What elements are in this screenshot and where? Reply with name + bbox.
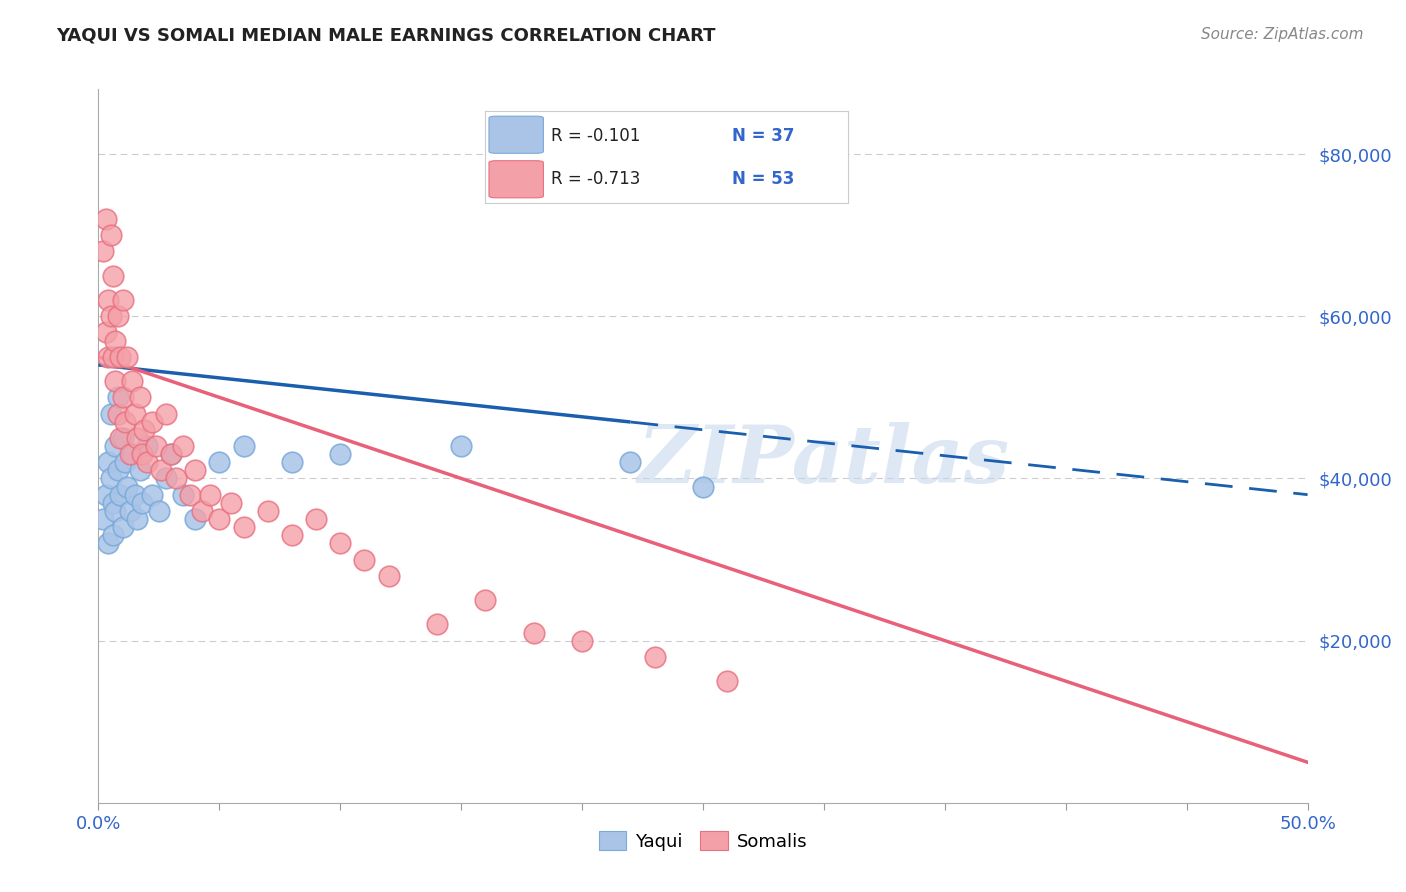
Point [160,447,183,461]
Point [117,350,139,364]
Point [121,447,143,461]
Point [111,390,134,404]
Point [104,439,127,453]
Point [523,625,546,640]
Point [232,439,254,453]
Point [191,504,214,518]
Point [172,439,194,453]
Point [101,528,124,542]
Point [377,568,399,582]
Point [135,439,157,453]
Point [128,463,150,477]
Point [97,293,120,307]
Point [353,552,375,566]
Point [100,407,122,421]
Point [91,512,114,526]
Point [100,228,122,243]
Point [131,496,153,510]
Point [329,447,352,461]
Point [91,244,114,259]
Point [117,479,139,493]
Point [198,488,221,502]
Text: YAQUI VS SOMALI MEDIAN MALE EARNINGS CORRELATION CHART: YAQUI VS SOMALI MEDIAN MALE EARNINGS COR… [56,27,716,45]
Point [221,496,243,510]
Point [108,431,131,445]
Point [450,439,472,453]
Point [571,633,593,648]
Point [179,488,201,502]
Point [104,334,127,348]
Point [155,471,177,485]
Text: ZIPatlas: ZIPatlas [638,422,1010,499]
Point [114,455,136,469]
Point [114,415,136,429]
Point [184,512,207,526]
Point [281,455,304,469]
Point [97,455,120,469]
Point [150,463,173,477]
Point [127,431,149,445]
Point [121,374,143,388]
Point [101,268,124,283]
Point [281,528,304,542]
Point [474,593,496,607]
Point [134,423,156,437]
Point [104,374,127,388]
Point [124,407,146,421]
Point [107,310,129,324]
Point [111,293,134,307]
Point [111,520,134,534]
Point [716,674,738,689]
Point [305,512,328,526]
Point [101,496,124,510]
Point [100,310,122,324]
Point [155,407,177,421]
Point [94,326,117,340]
Point [141,488,163,502]
Point [127,512,149,526]
Point [107,390,129,404]
Point [160,447,183,461]
Point [118,504,141,518]
Point [97,350,120,364]
Point [111,431,134,445]
Point [101,350,124,364]
Point [104,504,127,518]
Point [108,488,131,502]
Point [141,415,163,429]
Point [208,512,231,526]
Point [131,447,153,461]
Point [97,536,120,550]
Point [128,390,150,404]
Point [692,479,714,493]
Point [644,649,666,664]
Point [208,455,231,469]
Legend: Yaqui, Somalis: Yaqui, Somalis [592,824,814,858]
Point [165,471,187,485]
Point [107,463,129,477]
Point [256,504,278,518]
Point [100,471,122,485]
Point [124,488,146,502]
Text: Source: ZipAtlas.com: Source: ZipAtlas.com [1201,27,1364,42]
Point [172,488,194,502]
Point [145,439,167,453]
Point [107,407,129,421]
Point [426,617,449,632]
Point [94,211,117,226]
Point [94,488,117,502]
Point [135,455,157,469]
Point [118,447,141,461]
Point [329,536,352,550]
Point [619,455,641,469]
Point [232,520,254,534]
Point [184,463,207,477]
Point [148,504,170,518]
Point [108,350,131,364]
